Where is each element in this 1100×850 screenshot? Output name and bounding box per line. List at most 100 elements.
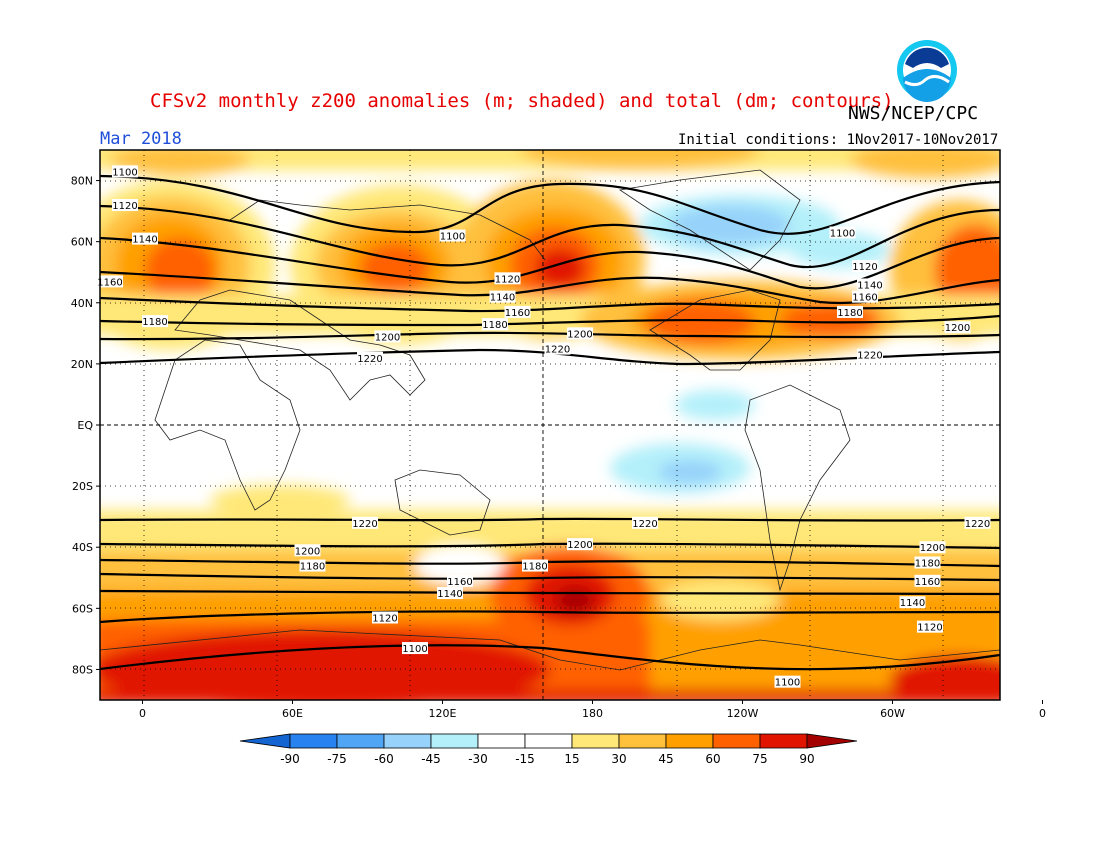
contour-label: 1180 bbox=[914, 556, 941, 570]
contour-label-text: 1200 bbox=[295, 546, 320, 557]
contour-label-text: 1160 bbox=[852, 293, 877, 304]
contour-label-text: 1160 bbox=[915, 577, 940, 588]
contour-label-bg bbox=[837, 305, 863, 318]
contour-label: 1100 bbox=[774, 675, 801, 689]
lat-tick-label: 80S bbox=[72, 663, 93, 676]
colorbar: -90 -75 -60 -45 -30 -15 15 30 45 60 75 90 bbox=[239, 733, 858, 766]
noaa-logo-icon bbox=[897, 40, 957, 102]
contour-label-bg bbox=[294, 544, 321, 557]
contour-label-bg bbox=[919, 541, 946, 554]
colorbar-label: -15 bbox=[515, 752, 535, 766]
contour-label: 1100 bbox=[112, 165, 138, 178]
colorbar-label: 15 bbox=[564, 752, 579, 766]
contour-label: 1220 bbox=[544, 342, 571, 356]
contour-label-bg bbox=[899, 596, 926, 609]
contour-label-bg bbox=[632, 516, 658, 529]
contour-label: 1120 bbox=[494, 272, 521, 285]
contour-label-bg bbox=[489, 290, 516, 303]
contour-label: 1140 bbox=[857, 278, 883, 291]
contour-label-text: 1120 bbox=[495, 274, 520, 285]
lat-tick-label: 40N bbox=[71, 297, 93, 310]
contour-label-text: 1100 bbox=[112, 167, 137, 178]
contour-label-bg bbox=[402, 642, 428, 655]
contour-label-text: 1220 bbox=[632, 519, 657, 530]
colorbar-label: 30 bbox=[611, 752, 626, 766]
colorbar-swatch bbox=[712, 733, 761, 749]
contour-label: 1100 bbox=[829, 226, 856, 240]
contour-label-text: 1200 bbox=[375, 332, 400, 343]
contour-label: 1200 bbox=[374, 330, 401, 343]
contour-label-text: 1120 bbox=[852, 262, 877, 273]
lon-tick-label: 60E bbox=[282, 707, 303, 720]
contour-label: 1200 bbox=[567, 538, 593, 551]
contour-label-text: 1200 bbox=[567, 540, 592, 551]
contour-label-bg bbox=[447, 574, 473, 587]
contour-label-text: 1140 bbox=[132, 235, 157, 246]
contour-label-bg bbox=[142, 315, 168, 328]
contour-label-bg bbox=[944, 321, 971, 334]
contour-label-bg bbox=[439, 229, 466, 242]
contour-label-bg bbox=[567, 327, 593, 340]
contour-label-text: 1160 bbox=[97, 277, 122, 288]
contour-label-text: 1180 bbox=[837, 308, 862, 319]
colorbar-label: -75 bbox=[327, 752, 347, 766]
contour-label-text: 1200 bbox=[945, 323, 970, 334]
contour-label-text: 1120 bbox=[917, 623, 942, 634]
contour-label: 1120 bbox=[112, 199, 138, 212]
colorbar-label: 60 bbox=[705, 752, 720, 766]
contour-label-bg bbox=[917, 620, 943, 633]
colorbar-label: 75 bbox=[752, 752, 767, 766]
lon-tick-label: 180 bbox=[582, 707, 603, 720]
contour-label: 1180 bbox=[522, 559, 548, 573]
contour-label: 1140 bbox=[899, 596, 926, 609]
contour-label-text: 1160 bbox=[447, 577, 472, 588]
contour-label-bg bbox=[914, 574, 941, 587]
colorbar-label: -30 bbox=[468, 752, 488, 766]
contour-label-bg bbox=[964, 516, 991, 529]
contour-label-text: 1180 bbox=[915, 559, 940, 570]
contour-label-bg bbox=[482, 318, 508, 331]
contour-label: 1140 bbox=[489, 290, 516, 304]
agency-label: NWS/NCEP/CPC bbox=[848, 103, 979, 124]
contour-label: 1120 bbox=[372, 611, 398, 625]
contour-label: 1120 bbox=[917, 620, 943, 634]
contour-label-text: 1220 bbox=[352, 519, 377, 530]
contour-label: 1100 bbox=[402, 642, 428, 655]
contour-label-text: 1220 bbox=[965, 519, 990, 530]
contour-label-text: 1100 bbox=[440, 232, 465, 243]
contour-label: 1140 bbox=[437, 587, 463, 600]
contour-label-text: 1100 bbox=[830, 229, 855, 240]
contour-label-bg bbox=[372, 611, 398, 624]
lat-tick-label: 80N bbox=[71, 175, 93, 188]
colorbar-swatch bbox=[430, 733, 479, 749]
lat-tick-label: 20S bbox=[72, 480, 93, 493]
colorbar-swatch bbox=[383, 733, 432, 749]
contour-label-bg bbox=[857, 348, 883, 361]
contour-label: 1220 bbox=[857, 348, 883, 362]
contour-label-text: 1120 bbox=[372, 614, 397, 625]
contour-label-bg bbox=[774, 675, 801, 688]
coastlines bbox=[100, 169, 1000, 671]
colorbar-label: -45 bbox=[421, 752, 441, 766]
colorbar-swatch bbox=[524, 733, 573, 749]
contour-label-text: 1220 bbox=[857, 351, 882, 362]
contour-label-bg bbox=[544, 342, 571, 355]
contour-label: 1160 bbox=[447, 574, 473, 588]
contour-label-bg bbox=[494, 272, 521, 285]
contour-label-text: 1100 bbox=[402, 644, 427, 655]
contour-label-bg bbox=[857, 278, 883, 291]
contour-label-bg bbox=[522, 559, 548, 572]
contour-label-bg bbox=[112, 199, 138, 211]
contour-label: 1100 bbox=[439, 229, 466, 243]
lon-tick-label: 60W bbox=[880, 707, 905, 720]
contour-label: 1160 bbox=[504, 305, 531, 319]
lat-tick-label: 60N bbox=[71, 236, 93, 249]
contour-label-bg bbox=[914, 556, 941, 569]
initial-conditions: Initial conditions: 1Nov2017-10Nov2017 bbox=[678, 132, 999, 148]
contour-label-text: 1220 bbox=[545, 345, 570, 356]
contour-label: 1200 bbox=[919, 541, 946, 554]
map-title: CFSv2 monthly z200 anomalies (m; shaded)… bbox=[150, 90, 894, 112]
colorbar-label: -60 bbox=[374, 752, 394, 766]
contour-label-bg bbox=[852, 290, 878, 303]
contour-label: 1200 bbox=[567, 327, 593, 340]
